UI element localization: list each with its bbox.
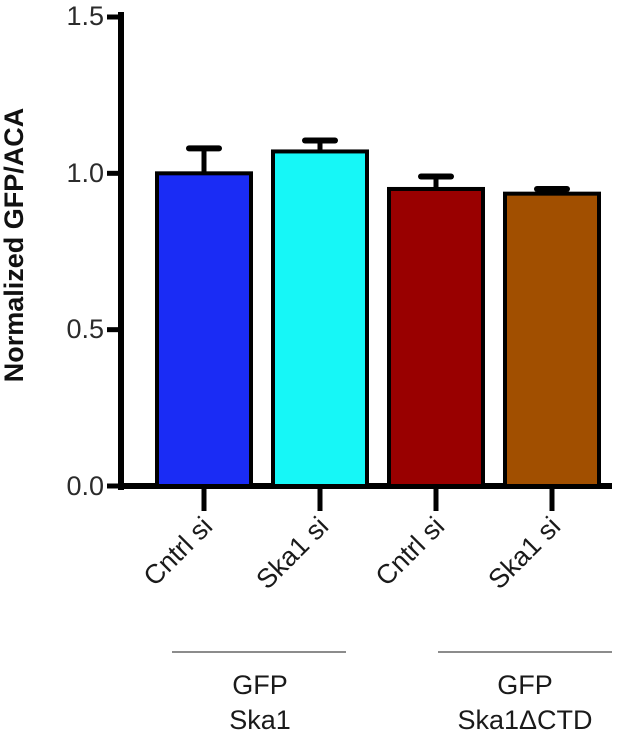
x-tick-label: Ska1 si [250,511,334,595]
y-tick-label: 1.0 [66,158,104,188]
y-tick-label: 1.5 [66,1,104,31]
group-label-line: GFP [232,670,288,700]
x-tick-label: Ska1 si [482,511,566,595]
bar-marks [107,14,601,511]
bar [271,149,369,489]
group-label-line: GFP [497,670,553,700]
group-label-line: Ska1ΔCTD [457,705,592,735]
x-tick-label: Cntrl si [138,511,219,592]
y-axis-label: Normalized GFP/ACA [0,108,29,383]
group-label-line: Ska1 [229,705,291,735]
bar [155,171,253,488]
bar [503,191,601,488]
bar [387,186,485,488]
x-tick-label: Cntrl si [370,511,451,592]
y-tick-label: 0.5 [66,314,104,344]
y-tick-label: 0.0 [66,471,104,501]
